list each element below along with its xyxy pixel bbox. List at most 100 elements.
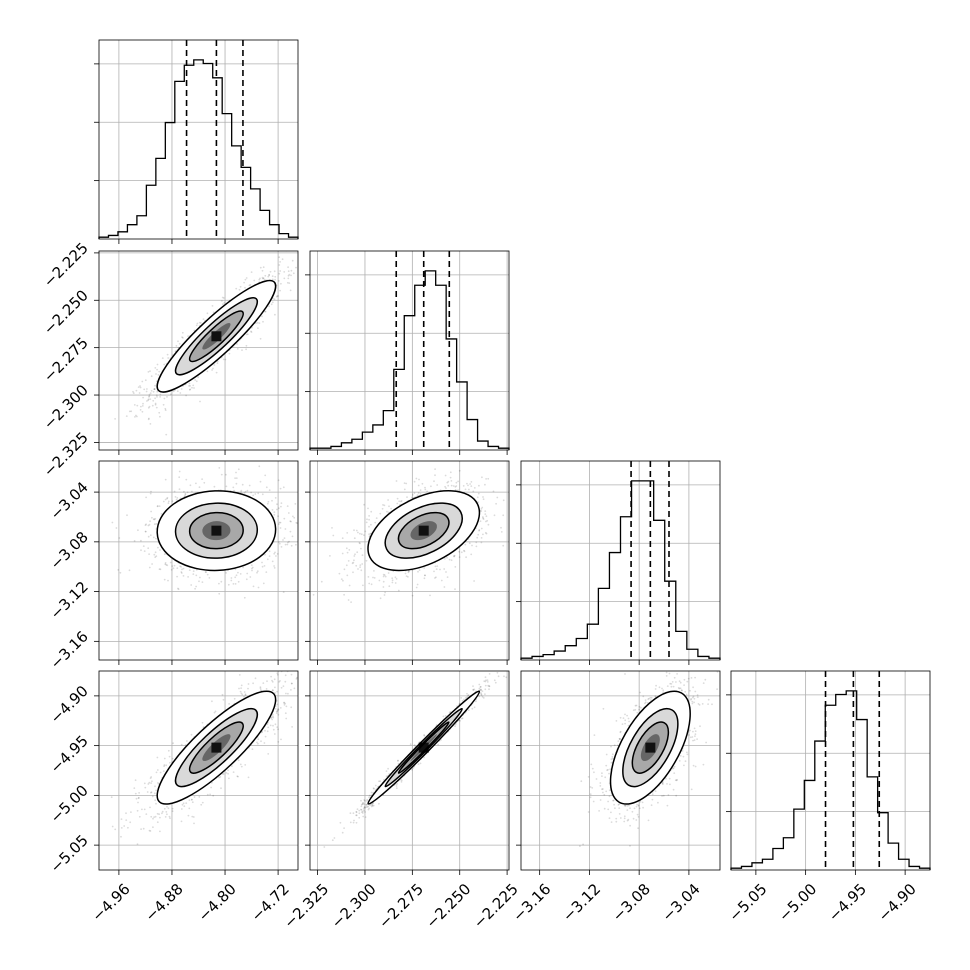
scatter-point xyxy=(154,367,157,369)
scatter-point xyxy=(156,505,159,508)
scatter-point xyxy=(141,410,144,413)
scatter-point xyxy=(287,512,290,514)
scatter-point xyxy=(495,502,497,505)
scatter-point xyxy=(155,771,158,774)
scatter-point xyxy=(271,499,273,502)
scatter-point xyxy=(171,500,174,503)
scatter-point xyxy=(434,468,436,470)
scatter-point xyxy=(176,575,179,578)
scatter-point xyxy=(295,543,297,546)
scatter-point xyxy=(199,400,201,403)
scatter-point xyxy=(355,529,358,532)
scatter-point xyxy=(283,701,285,704)
scatter-point xyxy=(263,278,266,281)
scatter-point xyxy=(457,480,459,483)
scatter-point xyxy=(421,482,424,485)
scatter-point xyxy=(276,726,279,728)
scatter-point xyxy=(245,344,248,347)
scatter-point xyxy=(480,537,483,539)
scatter-point xyxy=(166,497,168,500)
scatter-point xyxy=(478,484,480,487)
scatter-point xyxy=(140,549,142,552)
scatter-point xyxy=(262,277,264,280)
scatter-point xyxy=(174,496,177,498)
scatter-point xyxy=(435,568,438,570)
scatter-point xyxy=(194,587,197,590)
scatter-point xyxy=(351,562,354,565)
scatter-point xyxy=(115,527,118,529)
scatter-point xyxy=(282,486,285,489)
scatter-point xyxy=(169,817,171,820)
scatter-point xyxy=(208,577,211,579)
scatter-point xyxy=(476,496,479,499)
scatter-point xyxy=(272,715,274,718)
scatter-point xyxy=(177,340,179,343)
scatter-point xyxy=(381,507,384,510)
scatter-point xyxy=(225,572,228,574)
scatter-point xyxy=(424,488,427,491)
scatter-point xyxy=(155,373,157,375)
scatter-point xyxy=(163,578,166,581)
scatter-point xyxy=(367,576,370,578)
scatter-point xyxy=(313,235,315,237)
scatter-point xyxy=(273,565,275,567)
scatter-point xyxy=(453,554,456,557)
scatter-point xyxy=(476,536,479,539)
scatter-point xyxy=(223,301,226,304)
scatter-point xyxy=(352,571,354,574)
scatter-point xyxy=(434,565,437,568)
scatter-point xyxy=(152,826,154,829)
scatter-point xyxy=(268,273,271,276)
scatter-point xyxy=(453,555,455,557)
histogram-panel-p0 xyxy=(94,39,299,244)
scatter-point xyxy=(234,576,237,579)
scatter-point xyxy=(176,567,179,570)
scatter-point xyxy=(259,480,262,483)
scatter-point xyxy=(164,498,167,501)
scatter-point xyxy=(467,484,469,487)
scatter-point xyxy=(249,576,252,578)
scatter-point xyxy=(273,552,276,555)
scatter-point xyxy=(149,392,152,394)
scatter-point xyxy=(411,594,414,597)
scatter-point xyxy=(187,814,190,817)
scatter-point xyxy=(289,289,292,292)
scatter-point xyxy=(222,773,225,775)
scatter-point xyxy=(138,815,141,818)
scatter-point xyxy=(382,580,385,583)
scatter-point xyxy=(261,269,264,272)
scatter-point xyxy=(135,389,138,392)
scatter-point xyxy=(128,569,131,572)
scatter-point xyxy=(277,479,280,482)
scatter-point xyxy=(178,488,181,491)
scatter-point xyxy=(473,580,475,582)
scatter-point xyxy=(154,517,157,520)
scatter-point xyxy=(484,513,487,515)
scatter-point xyxy=(252,585,255,588)
scatter-point xyxy=(262,320,264,323)
scatter-point xyxy=(257,327,259,329)
scatter-point xyxy=(186,491,189,494)
scatter-point xyxy=(267,726,270,729)
scatter-point xyxy=(486,519,489,522)
scatter-point xyxy=(279,261,281,263)
scatter-point xyxy=(149,398,152,400)
scatter-point xyxy=(273,270,276,273)
scatter-point xyxy=(370,583,373,586)
scatter-point xyxy=(468,542,471,545)
scatter-point xyxy=(404,572,407,575)
scatter-point xyxy=(440,579,443,582)
scatter-point xyxy=(246,489,249,492)
scatter-point xyxy=(353,559,355,562)
scatter-point xyxy=(151,780,153,783)
scatter-point xyxy=(423,567,426,569)
scatter-point xyxy=(201,581,204,583)
scatter-point xyxy=(353,537,356,540)
scatter-point xyxy=(450,480,453,482)
contour-line-1 xyxy=(174,297,259,376)
scatter-point xyxy=(220,787,222,790)
scatter-point xyxy=(312,593,315,596)
scatter-point xyxy=(433,570,435,573)
scatter-point xyxy=(419,493,422,495)
scatter-point xyxy=(295,678,298,680)
